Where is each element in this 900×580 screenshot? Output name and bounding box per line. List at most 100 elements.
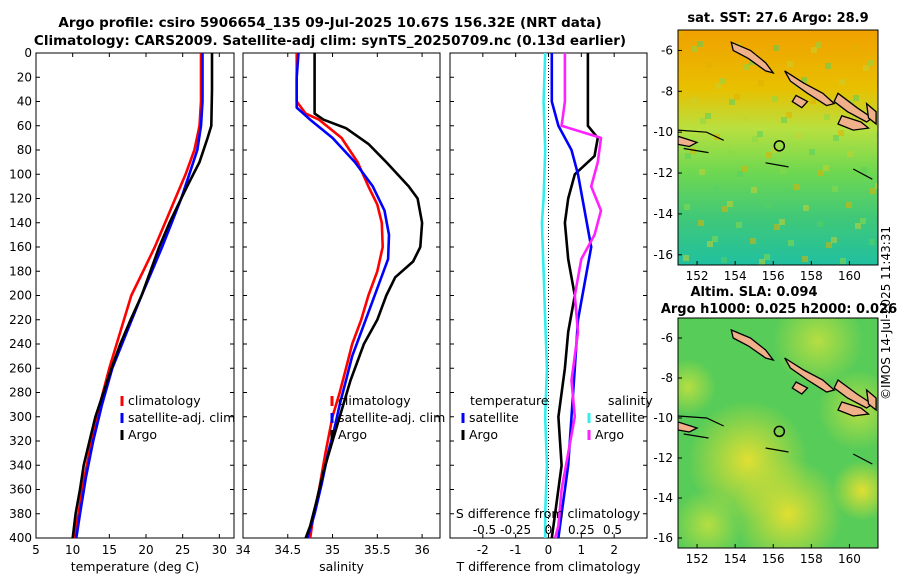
top-x-tick-label: 0.5 <box>603 523 622 537</box>
sst-pixel <box>846 202 852 208</box>
island-land <box>784 357 836 393</box>
reef-contour <box>765 162 789 168</box>
x-tick-label: 34 <box>235 543 250 557</box>
sst-pixel <box>720 78 726 84</box>
sla-map-title: Altim. SLA: 0.094 <box>691 285 818 300</box>
sst-pixel <box>833 135 839 141</box>
legend-label: satellite-adj. clim <box>338 410 445 425</box>
sst-pixel <box>787 61 793 67</box>
sst-pixel <box>700 118 706 124</box>
sst-map-frame <box>677 29 879 266</box>
legend-label: Argo <box>338 427 367 442</box>
top-x-tick-label: 0 <box>545 523 553 537</box>
sst-pixel <box>713 185 719 191</box>
legend-label: Argo <box>595 427 624 442</box>
top-x-axis-label: S difference from climatology <box>456 506 641 521</box>
sst-pixel <box>737 171 743 177</box>
series-argo <box>71 53 214 539</box>
sst-pixel <box>715 83 721 89</box>
island-land <box>791 381 809 395</box>
sst-pixel <box>772 96 778 102</box>
y-tick-label: 0 <box>24 46 32 60</box>
map-x-tick-label: 160 <box>838 552 861 566</box>
sst-pixel <box>685 153 691 159</box>
sst-pixel <box>729 99 735 105</box>
sst-pixel <box>742 166 748 172</box>
sla-map-field <box>678 318 878 548</box>
sst-pixel <box>810 98 816 104</box>
sst-pixel <box>818 170 824 176</box>
map-x-tick-label: 158 <box>800 269 823 283</box>
sst-pixel <box>855 223 861 229</box>
series-temperature-satellite <box>540 52 549 538</box>
sst-pixel <box>794 184 800 190</box>
sst-pixel <box>766 152 772 158</box>
top-x-tick-label: -0.25 <box>500 523 531 537</box>
sst-pixel <box>765 203 771 209</box>
sst-pixel <box>802 256 808 262</box>
map-x-tick-label: 156 <box>762 552 785 566</box>
sst-map-title: sat. SST: 27.6 Argo: 28.9 <box>687 11 868 26</box>
island-land <box>865 102 877 126</box>
argo-float-marker <box>773 425 786 438</box>
temperature-profile: 0 20 40 60 80 100 120 140 160 180 200 220 240 260 280 3… <box>9 46 235 574</box>
sla-map-frame <box>677 317 879 549</box>
island-land <box>791 94 809 109</box>
sst-pixel <box>816 42 822 48</box>
x-axis-label: T difference from climatology <box>455 559 641 574</box>
argo-float-marker <box>773 140 786 152</box>
y-tick-label: 260 <box>9 361 32 375</box>
sst-pixel <box>826 242 832 248</box>
sst-pixel <box>692 46 698 52</box>
sla-anomaly <box>678 359 716 415</box>
map-x-tick-label: 152 <box>686 552 709 566</box>
map-x-tick-label: 152 <box>686 269 709 283</box>
series-argo <box>304 53 424 539</box>
sst-pixel <box>757 131 763 137</box>
sst-pixel <box>758 80 764 86</box>
map-y-tick-label: -10 <box>653 411 673 425</box>
sst-pixel <box>853 95 859 101</box>
island-land <box>730 41 775 75</box>
sst-pixel <box>831 237 837 243</box>
y-tick-label: 120 <box>9 192 32 206</box>
salinity-profile: 34 34.5 35 35.5 36 salinity climatology satelli… <box>235 52 445 574</box>
x-axis-label: salinity <box>319 559 364 574</box>
map-y-tick-label: -12 <box>653 451 673 465</box>
x-tick-label: 34.5 <box>274 543 301 557</box>
x-tick-label: -1 <box>510 543 522 557</box>
sst-pixel <box>817 221 823 227</box>
sst-pixel <box>832 186 838 192</box>
island-land <box>833 379 874 409</box>
sst-pixel <box>736 222 742 228</box>
sst-pixel <box>698 220 704 226</box>
legend-label: satellite <box>469 410 519 425</box>
y-tick-label: 320 <box>9 434 32 448</box>
y-tick-label: 140 <box>9 216 32 230</box>
reef-contour <box>852 168 873 180</box>
reef-contour <box>678 415 724 427</box>
sst-pixel <box>781 117 787 123</box>
top-x-tick-label: 0.25 <box>568 523 595 537</box>
map-x-tick-label: 154 <box>724 269 747 283</box>
island-land <box>678 421 699 433</box>
x-tick-label: 30 <box>212 543 227 557</box>
map-y-tick-label: -16 <box>653 531 673 545</box>
x-tick-label: 1 <box>578 543 586 557</box>
sst-pixel <box>863 65 869 71</box>
legend-label: climatology <box>128 393 201 408</box>
sst-map: 152 154 156 158 160 -6 -8 -10 -12 -14 -16 sat. SST:… <box>653 11 879 283</box>
sla-anomaly <box>832 460 878 521</box>
sla-map: 152 154 156 158 160 -6 -8 -10 -12 -14 -16 Altim. SL… <box>653 285 897 566</box>
sst-pixel <box>809 149 815 155</box>
y-tick-label: 40 <box>17 95 32 109</box>
top-x-tick-label: -0.5 <box>473 523 496 537</box>
sst-pixel <box>722 206 728 212</box>
reef-contour <box>765 447 789 453</box>
difference-profile-frame <box>449 52 648 539</box>
x-tick-label: 35 <box>325 543 340 557</box>
temperature-profile-frame <box>35 52 235 539</box>
sst-pixel <box>771 147 777 153</box>
sst-pixel <box>728 150 734 156</box>
sst-pixel <box>706 62 712 68</box>
